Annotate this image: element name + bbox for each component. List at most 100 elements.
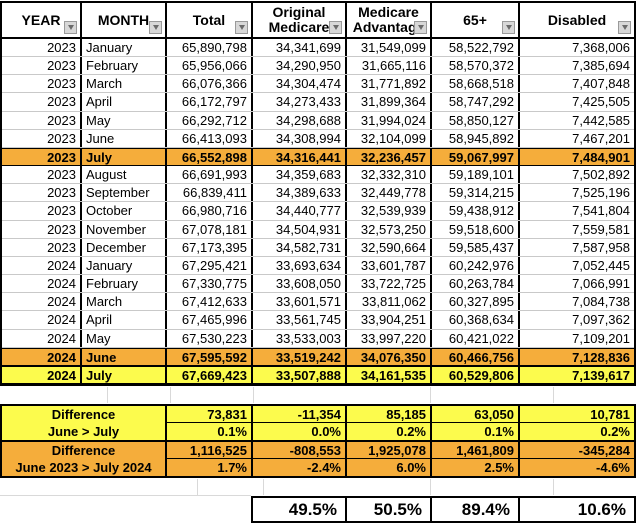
medicare-advantage-cell[interactable]: 32,573,250 — [347, 220, 432, 238]
total-cell[interactable]: 67,465,996 — [167, 311, 253, 329]
diff-65plus-cell[interactable]: 63,050 0.1% — [432, 406, 520, 440]
senior-cell[interactable]: 59,314,215 — [432, 184, 520, 202]
original-medicare-cell[interactable]: 34,273,433 — [253, 93, 347, 111]
original-medicare-cell[interactable]: 34,359,683 — [253, 166, 347, 184]
month-cell[interactable]: April — [82, 93, 167, 111]
month-cell[interactable]: July — [82, 366, 167, 383]
senior-cell[interactable]: 58,850,127 — [432, 111, 520, 129]
month-cell[interactable]: July — [82, 148, 167, 166]
disabled-cell[interactable]: 7,587,958 — [572, 239, 630, 255]
medicare-advantage-cell[interactable]: 33,811,062 — [347, 293, 432, 311]
header-original-medicare[interactable]: Original Medicare — [253, 3, 347, 37]
original-medicare-cell[interactable]: 34,389,633 — [253, 184, 347, 202]
year-cell[interactable]: 2024 — [2, 348, 82, 365]
original-medicare-cell[interactable]: 34,298,688 — [253, 111, 347, 129]
summary-medicare-advantage-pct[interactable]: 50.5% — [347, 498, 432, 521]
medicare-advantage-cell[interactable]: 32,449,778 — [347, 184, 432, 202]
year-cell[interactable]: 2023 — [2, 184, 82, 202]
original-medicare-cell[interactable]: 34,304,474 — [253, 75, 347, 93]
total-cell[interactable]: 67,530,223 — [167, 329, 253, 347]
month-cell[interactable]: October — [82, 202, 167, 220]
original-medicare-cell[interactable]: 34,290,950 — [253, 57, 347, 75]
year-cell[interactable]: 2023 — [2, 93, 82, 111]
medicare-advantage-cell[interactable]: 32,590,664 — [347, 238, 432, 256]
disabled-cell[interactable]: 7,502,892 — [572, 167, 630, 183]
disabled-cell[interactable]: 7,109,201 — [572, 330, 630, 346]
month-cell[interactable]: February — [82, 275, 167, 293]
disabled-cell[interactable]: 7,128,836 — [572, 349, 630, 365]
year-cell[interactable]: 2024 — [2, 256, 82, 275]
medicare-advantage-cell[interactable]: 33,997,220 — [347, 329, 432, 347]
senior-cell[interactable]: 59,189,101 — [432, 166, 520, 184]
original-medicare-cell[interactable]: 33,601,571 — [253, 293, 347, 311]
year-cell[interactable]: 2023 — [2, 129, 82, 147]
original-medicare-cell[interactable]: 34,316,441 — [253, 148, 347, 166]
senior-cell[interactable]: 60,242,976 — [432, 256, 520, 275]
filter-dropdown-icon[interactable] — [64, 21, 77, 34]
senior-cell[interactable]: 60,529,806 — [432, 366, 520, 383]
month-cell[interactable]: June — [82, 129, 167, 147]
summary-disabled-pct[interactable]: 10.6% — [577, 500, 626, 519]
header-total[interactable]: Total — [167, 3, 253, 37]
total-cell[interactable]: 67,669,423 — [167, 366, 253, 383]
year-cell[interactable]: 2024 — [2, 329, 82, 347]
medicare-advantage-cell[interactable]: 31,899,364 — [347, 93, 432, 111]
medicare-advantage-cell[interactable]: 32,104,099 — [347, 129, 432, 147]
year-cell[interactable]: 2023 — [2, 75, 82, 93]
original-medicare-cell[interactable]: 34,308,994 — [253, 129, 347, 147]
header-month[interactable]: MONTH — [82, 3, 167, 37]
disabled-cell[interactable]: 7,052,445 — [572, 257, 630, 273]
disabled-cell[interactable]: 7,425,505 — [572, 94, 630, 110]
month-cell[interactable]: May — [82, 329, 167, 347]
total-cell[interactable]: 66,292,712 — [167, 111, 253, 129]
total-cell[interactable]: 67,295,421 — [167, 256, 253, 275]
diff-disabled-cell[interactable]: 10,781 0.2% — [520, 406, 634, 440]
total-cell[interactable]: 66,552,898 — [167, 148, 253, 166]
senior-cell[interactable]: 58,522,792 — [432, 39, 520, 57]
senior-cell[interactable]: 60,263,784 — [432, 275, 520, 293]
diff-total-cell[interactable]: 1,116,525 1.7% — [167, 442, 253, 476]
month-cell[interactable]: June — [82, 348, 167, 365]
original-medicare-cell[interactable]: 33,693,634 — [253, 256, 347, 275]
month-cell[interactable]: January — [82, 39, 167, 57]
original-medicare-cell[interactable]: 34,504,931 — [253, 220, 347, 238]
year-cell[interactable]: 2023 — [2, 39, 82, 57]
diff-medicare-advantage-cell[interactable]: 1,925,078 6.0% — [347, 442, 432, 476]
diff-label-cell[interactable]: Difference June 2023 > July 2024 — [2, 442, 167, 476]
year-cell[interactable]: 2023 — [2, 202, 82, 220]
year-cell[interactable]: 2023 — [2, 220, 82, 238]
disabled-cell[interactable]: 7,484,901 — [572, 149, 630, 165]
original-medicare-cell[interactable]: 34,582,731 — [253, 238, 347, 256]
summary-original-medicare-pct[interactable]: 49.5% — [253, 498, 347, 521]
senior-cell[interactable]: 59,585,437 — [432, 238, 520, 256]
medicare-advantage-cell[interactable]: 31,771,892 — [347, 75, 432, 93]
medicare-advantage-cell[interactable]: 34,161,535 — [347, 366, 432, 383]
total-cell[interactable]: 67,330,775 — [167, 275, 253, 293]
month-cell[interactable]: February — [82, 57, 167, 75]
total-cell[interactable]: 67,595,592 — [167, 348, 253, 365]
header-medicare-advantage[interactable]: Medicare Advantage — [347, 3, 432, 37]
disabled-cell[interactable]: 7,541,804 — [572, 203, 630, 219]
senior-cell[interactable]: 58,747,292 — [432, 93, 520, 111]
diff-medicare-advantage-cell[interactable]: 85,185 0.2% — [347, 406, 432, 440]
senior-cell[interactable]: 59,438,912 — [432, 202, 520, 220]
filter-dropdown-icon[interactable] — [149, 21, 162, 34]
medicare-advantage-cell[interactable]: 32,236,457 — [347, 148, 432, 166]
filter-dropdown-icon[interactable] — [235, 21, 248, 34]
month-cell[interactable]: March — [82, 293, 167, 311]
senior-cell[interactable]: 58,945,892 — [432, 129, 520, 147]
senior-cell[interactable]: 60,327,895 — [432, 293, 520, 311]
month-cell[interactable]: September — [82, 184, 167, 202]
disabled-cell[interactable]: 7,385,694 — [572, 58, 630, 74]
filter-dropdown-icon[interactable] — [502, 21, 515, 34]
disabled-cell[interactable]: 7,368,006 — [572, 40, 630, 55]
year-cell[interactable]: 2024 — [2, 293, 82, 311]
senior-cell[interactable]: 60,368,634 — [432, 311, 520, 329]
filter-dropdown-icon[interactable] — [329, 21, 342, 34]
year-cell[interactable]: 2024 — [2, 311, 82, 329]
medicare-advantage-cell[interactable]: 31,665,116 — [347, 57, 432, 75]
year-cell[interactable]: 2023 — [2, 148, 82, 166]
year-cell[interactable]: 2024 — [2, 366, 82, 383]
diff-original-medicare-cell[interactable]: -11,354 0.0% — [253, 406, 347, 440]
original-medicare-cell[interactable]: 34,341,699 — [253, 39, 347, 57]
